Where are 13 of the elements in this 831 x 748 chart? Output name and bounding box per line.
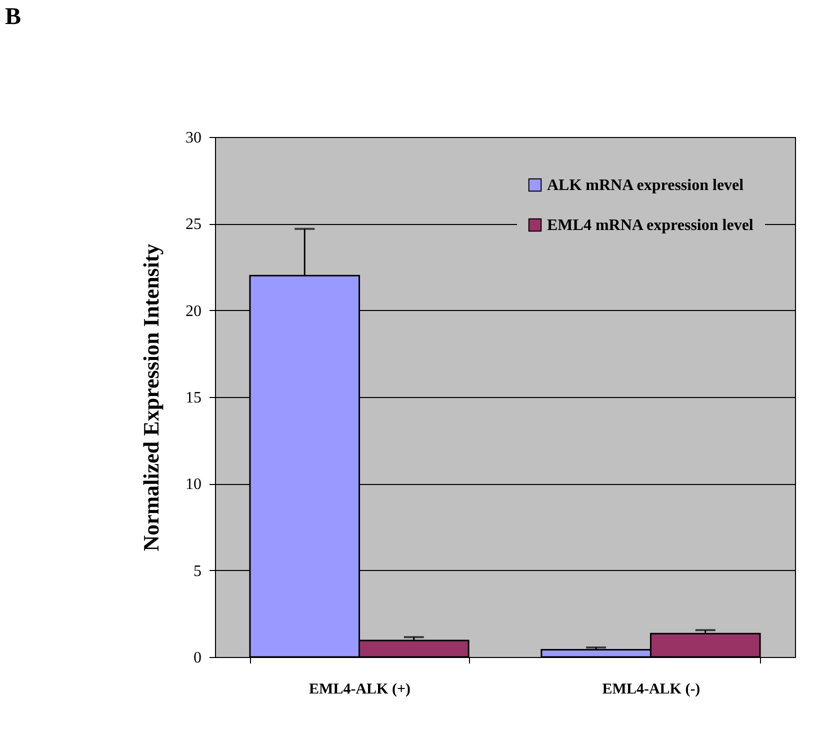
x-tick-label: EML4-ALK (+) — [309, 682, 411, 698]
y-tick-label: 10 — [186, 476, 202, 494]
legend-label: ALK mRNA expression level — [547, 177, 744, 194]
y-tick-label: 0 — [194, 650, 202, 666]
y-tick-label: 30 — [186, 130, 202, 146]
text: B — [5, 4, 22, 30]
y-tick-label: 5 — [194, 562, 202, 580]
y-tick-label: 20 — [186, 302, 202, 320]
x-tick-label: EML4-ALK (-) — [602, 682, 700, 698]
legend-label: EML4 mRNA expression level — [547, 217, 754, 234]
y-tick-label: 25 — [186, 216, 202, 234]
y-tick-label: 15 — [186, 390, 202, 406]
y-axis-title: Normalized Expression Intensity — [138, 244, 164, 552]
